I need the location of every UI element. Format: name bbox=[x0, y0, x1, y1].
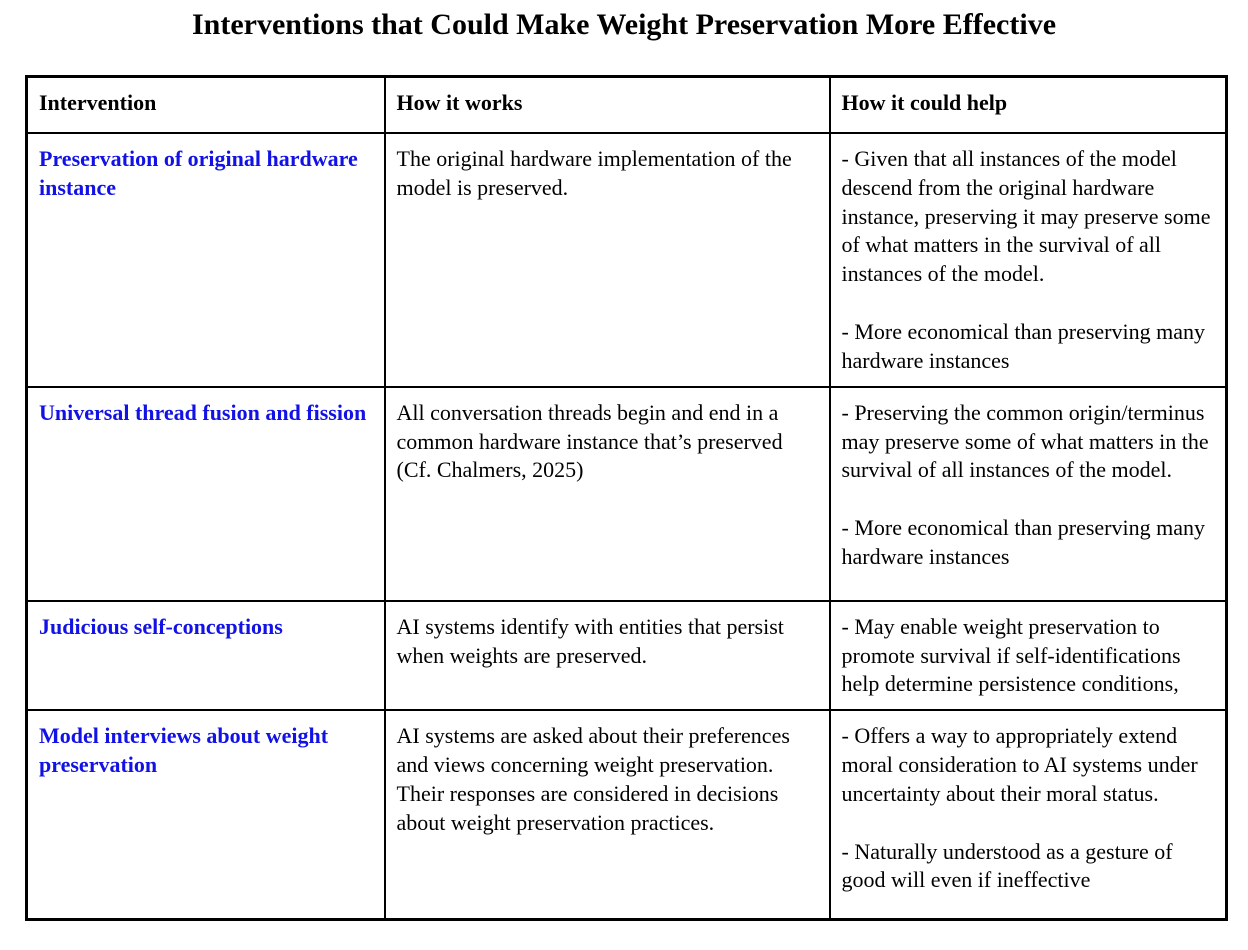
table-header-row: Intervention How it works How it could h… bbox=[25, 75, 1228, 134]
intervention-link-thread-fusion[interactable]: Universal thread fusion and fission bbox=[39, 399, 367, 425]
how-it-works-cell: AI systems are asked about their prefere… bbox=[383, 709, 831, 921]
how-it-works-cell: AI systems identify with entities that p… bbox=[383, 599, 831, 712]
how-it-works-text: The original hardware implementation of … bbox=[396, 146, 792, 200]
intervention-link-self-conceptions[interactable]: Judicious self-conceptions bbox=[39, 613, 283, 639]
how-it-could-help-cell: - Given that all instances of the model … bbox=[828, 132, 1228, 388]
intervention-cell: Preservation of original hardware instan… bbox=[25, 132, 386, 388]
intervention-cell: Universal thread fusion and fission bbox=[25, 385, 386, 602]
intervention-cell: Judicious self-conceptions bbox=[25, 599, 386, 712]
column-header-how-it-works: How it works bbox=[383, 75, 831, 134]
help-point: - More economical than preserving many h… bbox=[841, 515, 1205, 569]
page-title: Interventions that Could Make Weight Pre… bbox=[191, 8, 1057, 41]
how-it-works-cell: All conversation threads begin and end i… bbox=[383, 385, 831, 602]
interventions-table: Intervention How it works How it could h… bbox=[25, 75, 1228, 922]
help-point: - Preserving the common origin/terminus … bbox=[841, 399, 1209, 483]
intervention-link-hardware-preservation[interactable]: Preservation of original hardware instan… bbox=[39, 146, 358, 200]
column-header-intervention: Intervention bbox=[25, 75, 386, 134]
table-row: Preservation of original hardware instan… bbox=[25, 132, 1228, 388]
help-point: - May enable weight preservation to prom… bbox=[841, 613, 1181, 697]
intervention-link-model-interviews[interactable]: Model interviews about weight preservati… bbox=[39, 723, 329, 777]
table-row: Judicious self-conceptions AI systems id… bbox=[25, 599, 1228, 712]
how-it-could-help-cell: - Preserving the common origin/terminus … bbox=[828, 385, 1228, 602]
help-point: - More economical than preserving many h… bbox=[841, 319, 1205, 373]
table-row: Model interviews about weight preservati… bbox=[25, 709, 1228, 921]
table-row: Universal thread fusion and fission All … bbox=[25, 385, 1228, 602]
help-point: - Given that all instances of the model … bbox=[841, 146, 1211, 287]
column-header-how-it-could-help: How it could help bbox=[828, 75, 1228, 134]
help-point: - Naturally understood as a gesture of g… bbox=[841, 838, 1173, 893]
how-it-works-text: AI systems identify with entities that p… bbox=[396, 613, 784, 668]
how-it-works-text: All conversation threads begin and end i… bbox=[396, 399, 783, 483]
how-it-works-cell: The original hardware implementation of … bbox=[383, 132, 831, 388]
how-it-works-text: AI systems are asked about their prefere… bbox=[396, 723, 790, 835]
intervention-cell: Model interviews about weight preservati… bbox=[25, 709, 386, 921]
how-it-could-help-cell: - May enable weight preservation to prom… bbox=[828, 599, 1228, 712]
how-it-could-help-cell: - Offers a way to appropriately extend m… bbox=[828, 709, 1228, 921]
help-point: - Offers a way to appropriately extend m… bbox=[841, 723, 1198, 806]
